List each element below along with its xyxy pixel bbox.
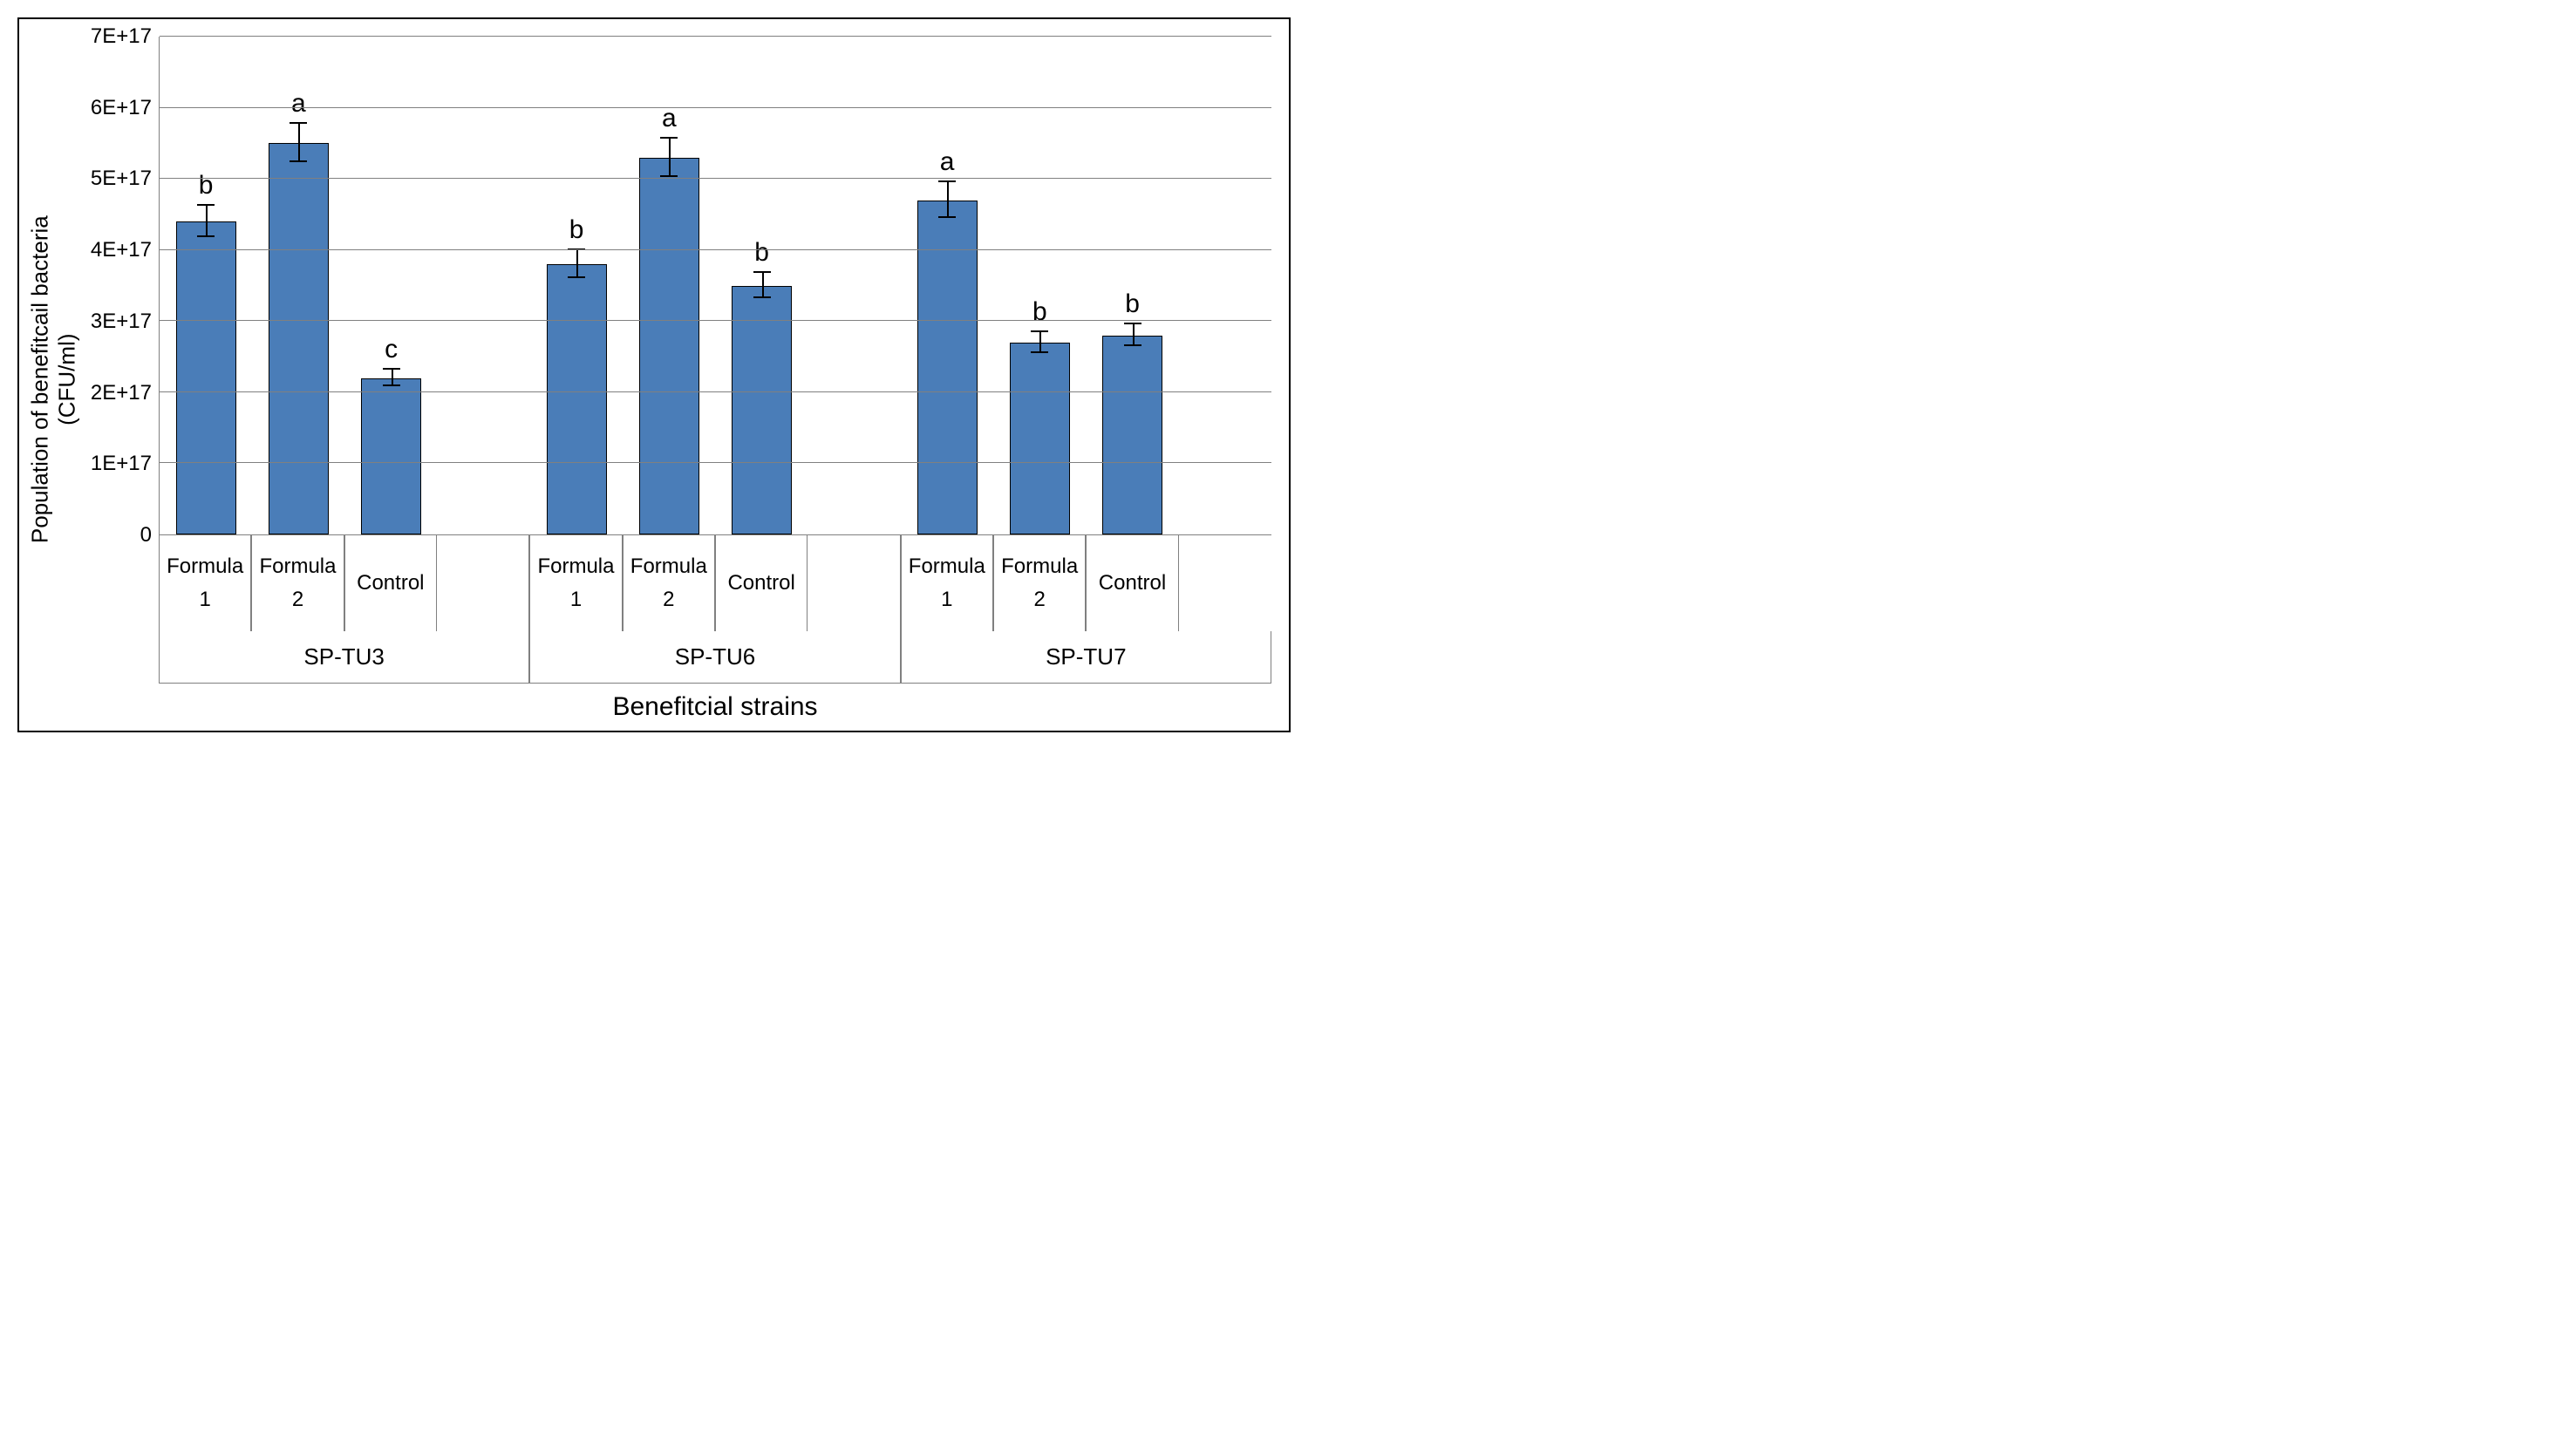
ytick-label: 3E+17 bbox=[91, 310, 152, 334]
error-bar bbox=[1039, 332, 1041, 353]
xaxis-category-label: Control bbox=[1086, 535, 1178, 631]
xaxis-group-row: SP-TU3SP-TU6SP-TU7 bbox=[159, 631, 1271, 684]
ytick-column: 01E+172E+173E+174E+175E+176E+177E+17 bbox=[72, 37, 159, 535]
significance-letter: b bbox=[754, 238, 769, 268]
error-bar-cap bbox=[753, 271, 771, 273]
bar bbox=[639, 158, 699, 534]
xaxis-category-label: Formula2 bbox=[251, 535, 344, 631]
significance-letter: a bbox=[291, 89, 306, 119]
xaxis-category-label: Formula1 bbox=[159, 535, 251, 631]
error-bar bbox=[669, 139, 671, 177]
xaxis-spacer bbox=[1179, 535, 1271, 631]
error-bar-cap bbox=[290, 122, 307, 124]
chart-container: Population of benefitcail bacteria (CFU/… bbox=[17, 17, 1291, 732]
xaxis-category-label: Formula1 bbox=[529, 535, 622, 631]
xaxis-group-label: SP-TU3 bbox=[159, 631, 529, 684]
bars-layer: b a c b a b a b b bbox=[160, 37, 1271, 534]
significance-letter: c bbox=[385, 335, 398, 364]
ytick-label: 6E+17 bbox=[91, 96, 152, 120]
significance-letter: a bbox=[940, 147, 955, 177]
gridline bbox=[160, 320, 1271, 321]
xaxis-spacer bbox=[807, 535, 900, 631]
ytick-label: 7E+17 bbox=[91, 24, 152, 49]
error-bar-cap bbox=[197, 204, 215, 206]
xaxis-category-label: Formula1 bbox=[901, 535, 993, 631]
gridline bbox=[160, 36, 1271, 37]
yaxis-label-line1: Population of benefitcail bacteria bbox=[27, 215, 53, 543]
error-bar bbox=[298, 124, 300, 162]
plot-row: 01E+172E+173E+174E+175E+176E+177E+17 bac… bbox=[72, 37, 1271, 535]
yaxis-label-wrap: Population of benefitcail bacteria (CFU/… bbox=[37, 37, 72, 722]
xaxis-category-row: Formula1Formula2ControlFormula1Formula2C… bbox=[159, 535, 1271, 631]
error-bar-cap bbox=[290, 160, 307, 162]
significance-letter: b bbox=[1125, 289, 1140, 319]
error-bar bbox=[1133, 324, 1135, 345]
xaxis-title: Benefitcial strains bbox=[159, 692, 1271, 722]
bar bbox=[547, 264, 607, 534]
ytick-label: 5E+17 bbox=[91, 167, 152, 191]
ytick-label: 1E+17 bbox=[91, 452, 152, 476]
error-bar-cap bbox=[753, 296, 771, 298]
error-bar bbox=[947, 182, 949, 218]
gridline bbox=[160, 462, 1271, 463]
xaxis-area: Formula1Formula2ControlFormula1Formula2C… bbox=[159, 535, 1271, 684]
xaxis-group-label: SP-TU6 bbox=[529, 631, 900, 684]
bar bbox=[917, 201, 978, 534]
bar bbox=[269, 143, 329, 534]
error-bar-cap bbox=[568, 276, 585, 278]
ytick-label: 2E+17 bbox=[91, 381, 152, 405]
xaxis-group-label: SP-TU7 bbox=[901, 631, 1271, 684]
error-bar-cap bbox=[660, 175, 678, 177]
significance-letter: b bbox=[199, 171, 214, 201]
gridline bbox=[160, 107, 1271, 108]
xaxis-category-label: Control bbox=[715, 535, 807, 631]
plot-and-x: 01E+172E+173E+174E+175E+176E+177E+17 bac… bbox=[72, 37, 1271, 722]
chart-inner: Population of benefitcail bacteria (CFU/… bbox=[37, 37, 1271, 722]
error-bar-cap bbox=[1124, 323, 1141, 324]
error-bar-cap bbox=[383, 368, 400, 370]
error-bar-cap bbox=[938, 216, 956, 218]
ytick-label: 4E+17 bbox=[91, 238, 152, 262]
xaxis-spacer bbox=[437, 535, 529, 631]
xaxis-category-label: Formula2 bbox=[993, 535, 1086, 631]
xaxis-category-label: Formula2 bbox=[623, 535, 715, 631]
bar bbox=[361, 378, 421, 534]
plot-area: b a c b a b a b b bbox=[159, 37, 1271, 535]
error-bar-cap bbox=[1031, 330, 1048, 332]
significance-letter: a bbox=[662, 104, 677, 133]
significance-letter: b bbox=[569, 215, 584, 245]
error-bar bbox=[576, 250, 578, 279]
error-bar-cap bbox=[197, 235, 215, 237]
xaxis-table: Formula1Formula2ControlFormula1Formula2C… bbox=[159, 535, 1271, 684]
error-bar-cap bbox=[938, 180, 956, 182]
ytick-label: 0 bbox=[140, 523, 152, 548]
bar bbox=[1102, 336, 1162, 534]
error-bar-cap bbox=[1031, 351, 1048, 353]
xaxis-category-label: Control bbox=[344, 535, 437, 631]
gridline bbox=[160, 178, 1271, 179]
gridline bbox=[160, 391, 1271, 392]
bar bbox=[1010, 343, 1070, 534]
bar bbox=[176, 221, 236, 534]
error-bar-cap bbox=[383, 384, 400, 386]
bar bbox=[732, 286, 792, 535]
gridline bbox=[160, 249, 1271, 250]
significance-letter: b bbox=[1032, 297, 1047, 327]
error-bar bbox=[206, 206, 208, 237]
error-bar-cap bbox=[660, 137, 678, 139]
error-bar bbox=[762, 273, 764, 298]
error-bar-cap bbox=[1124, 344, 1141, 346]
